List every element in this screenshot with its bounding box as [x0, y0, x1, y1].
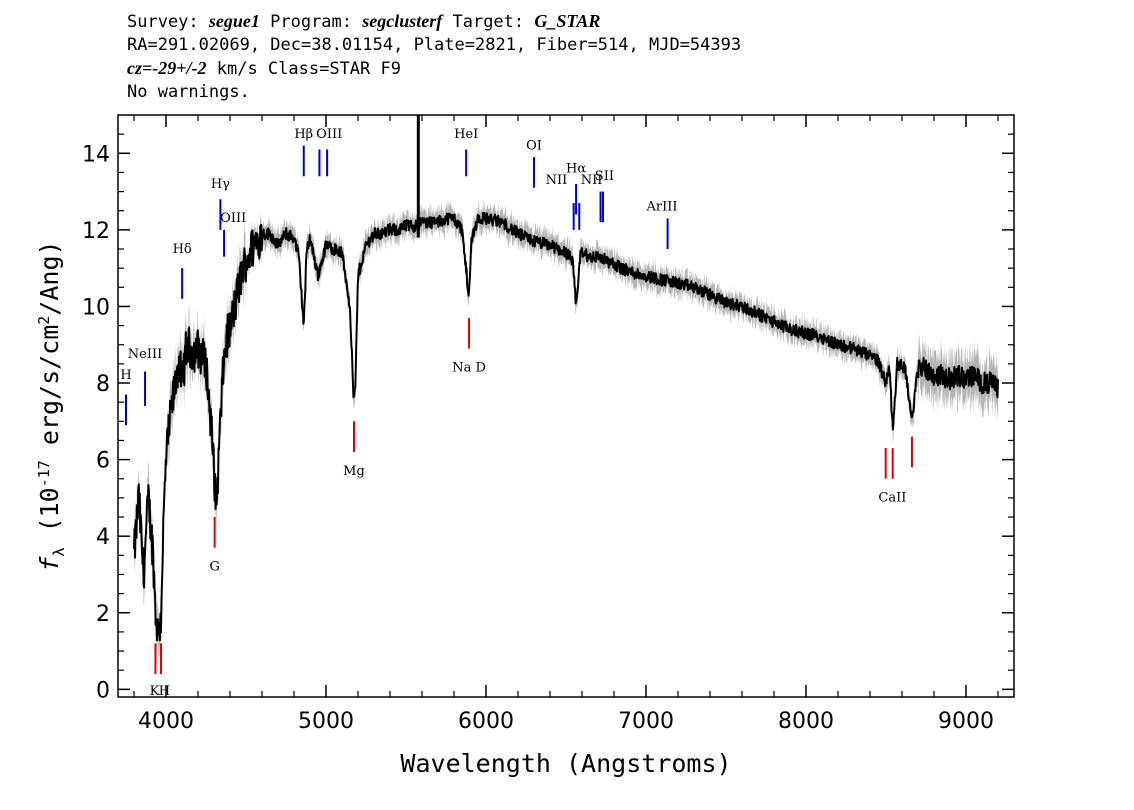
x-tick-label: 9000 [938, 709, 994, 734]
emission-line-label: OIII [316, 127, 342, 142]
target-label: Target: [442, 12, 535, 32]
emission-line-label: Hδ [173, 242, 192, 257]
error-band-layer [134, 198, 998, 668]
x-axis-title: Wavelength (Angstroms) [400, 749, 731, 778]
x-tick-label: 4000 [138, 709, 194, 734]
emission-line-label: SII [595, 169, 614, 184]
y-tick-label: 4 [96, 525, 110, 550]
y-tick-label: 8 [96, 372, 110, 397]
absorption-line-label: G [209, 560, 219, 575]
emission-line-label: ArIII [645, 200, 677, 215]
x-tick-label: 6000 [458, 709, 514, 734]
absorption-line-label: K [150, 684, 160, 699]
emission-line-label: OI [526, 138, 542, 153]
y-tick-label: 2 [96, 602, 110, 627]
plot-frame [117, 114, 1015, 698]
error-band [134, 198, 998, 668]
y-tick-label: 12 [82, 219, 110, 244]
header-line-1: Survey: segue1 Program: segclusterf Targ… [127, 10, 741, 34]
absorption-line-label: CaII [878, 491, 906, 506]
survey-value: segue1 [208, 11, 260, 31]
y-tick-label: 10 [82, 295, 110, 320]
spectrum-line-layer [133, 115, 999, 642]
emission-line-label: OIII [220, 211, 246, 226]
emission-line-label: NII [581, 173, 603, 188]
absorption-line-label: H [159, 684, 170, 699]
absorption-line-label: Mg [343, 464, 365, 479]
x-tick-label: 7000 [618, 709, 674, 734]
emission-line-label: Hα [566, 161, 586, 176]
absorption-line-label: Na D [452, 361, 486, 376]
emission-line-label: H [120, 368, 131, 383]
cz-label: cz= [127, 58, 153, 78]
spectrum-header: Survey: segue1 Program: segclusterf Targ… [127, 10, 741, 104]
header-line-4: No warnings. [127, 82, 250, 102]
y-tick-label: 14 [82, 142, 110, 167]
class-text: km/s Class=STAR F9 [206, 59, 401, 79]
target-value: G_STAR [534, 11, 601, 31]
y-tick-label: 0 [96, 678, 110, 703]
x-tick-label: 5000 [298, 709, 354, 734]
emission-line-label: Hγ [211, 177, 230, 192]
emission-line-label: Hβ [294, 127, 313, 142]
header-line-3: cz=-29+/-2 km/s Class=STAR F9 [127, 57, 741, 81]
emission-line-label: HeI [454, 127, 478, 142]
y-axis-title: fλ (10-17 erg/s/cm2/Ang) [35, 240, 68, 571]
spectrum-line [133, 211, 999, 642]
emission-line-label: NeIII [128, 347, 162, 362]
header-line-2: RA=291.02069, Dec=38.01154, Plate=2821, … [127, 35, 742, 55]
ticks-layer: 4000 5000 6000 7000 8000 9000 0 2 4 6 8 10 12 14 [82, 115, 1014, 734]
emission-line-label: NII [546, 173, 568, 188]
survey-label: Survey: [127, 12, 209, 32]
cz-value: -29+/-2 [152, 58, 207, 78]
y-tick-label: 6 [96, 449, 110, 474]
x-tick-label: 8000 [778, 709, 834, 734]
program-label: Program: [259, 12, 363, 32]
program-value: segclusterf [362, 11, 443, 31]
